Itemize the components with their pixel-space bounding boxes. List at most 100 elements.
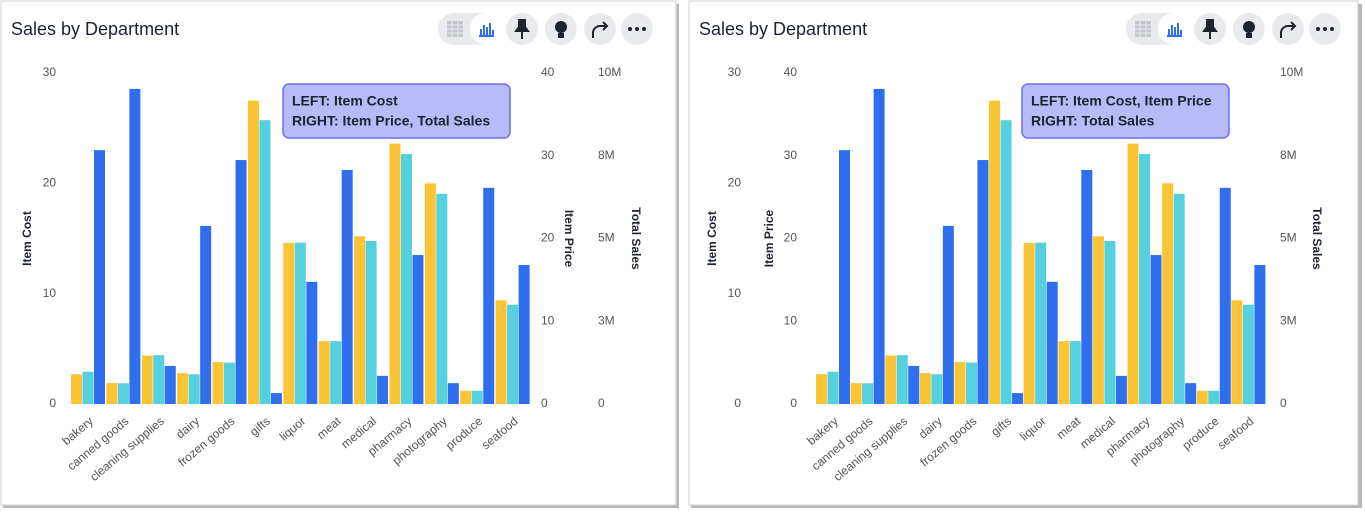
bar <box>153 355 165 404</box>
chart-title: Sales by Department <box>11 19 179 39</box>
bar <box>412 255 424 404</box>
bar <box>1035 242 1047 404</box>
bar <box>483 187 495 404</box>
bar <box>507 304 519 404</box>
bar <box>318 341 330 404</box>
bar <box>1069 341 1081 404</box>
bar <box>94 150 105 404</box>
y-tick-label: 10 <box>541 313 555 327</box>
bar <box>341 169 353 404</box>
y-tick-label: 3M <box>1280 313 1297 327</box>
axis-title: Item Price <box>562 210 576 268</box>
y-tick-label: 8M <box>598 148 615 162</box>
bar <box>283 242 295 404</box>
axis-title: Total Sales <box>1310 207 1324 270</box>
bar <box>129 88 141 404</box>
bar <box>460 390 472 404</box>
bar <box>1104 240 1116 404</box>
bar <box>1023 242 1035 404</box>
bar <box>117 383 129 404</box>
bar <box>400 154 412 404</box>
bar <box>965 362 977 404</box>
bar <box>816 374 827 404</box>
bar <box>200 225 212 404</box>
bar <box>977 160 989 404</box>
y-tick-label: 0 <box>598 396 605 410</box>
bar <box>177 373 189 404</box>
bar <box>1081 169 1093 404</box>
annotation-box <box>282 83 511 139</box>
y-tick-label: 10M <box>1280 65 1303 79</box>
axis-title: Item Cost <box>20 211 34 266</box>
annotation-text: RIGHT: Item Price, Total Sales <box>292 113 490 129</box>
bar <box>954 362 966 404</box>
y-tick-label: 5M <box>598 231 615 245</box>
bar <box>306 281 318 404</box>
y-tick-label: 30 <box>784 148 798 162</box>
bar <box>942 225 954 404</box>
axis-title: Item Cost <box>705 211 719 266</box>
bar <box>354 236 366 404</box>
bar <box>1208 390 1220 404</box>
bar <box>1046 281 1058 404</box>
bar <box>389 143 401 404</box>
annotation-text: RIGHT: Total Sales <box>1031 113 1155 129</box>
bar <box>235 160 247 404</box>
bar <box>71 374 82 404</box>
bar <box>224 362 236 404</box>
y-tick-label: 0 <box>734 396 741 410</box>
bar <box>330 341 342 404</box>
bar <box>294 242 306 404</box>
bar <box>377 375 389 404</box>
y-tick-label: 40 <box>541 65 555 79</box>
bar <box>1219 187 1231 404</box>
axis-title: Total Sales <box>629 207 643 270</box>
bar <box>908 365 920 404</box>
y-tick-label: 10 <box>784 313 798 327</box>
bar <box>1185 383 1197 404</box>
bar <box>247 100 259 404</box>
y-tick-label: 0 <box>790 396 797 410</box>
bar <box>1092 236 1104 404</box>
y-tick-label: 30 <box>541 148 555 162</box>
y-tick-label: 0 <box>541 396 548 410</box>
bar <box>365 240 377 404</box>
bar <box>827 371 839 404</box>
bar <box>259 120 271 404</box>
bar <box>1162 183 1174 404</box>
bar <box>989 100 1001 404</box>
bar <box>839 150 850 404</box>
bar <box>447 383 459 404</box>
y-tick-label: 20 <box>784 231 798 245</box>
bar <box>212 362 224 404</box>
y-tick-label: 30 <box>43 65 57 79</box>
y-tick-label: 40 <box>784 65 798 79</box>
bar <box>919 373 931 404</box>
bar <box>1115 375 1127 404</box>
y-tick-label: 10M <box>598 65 621 79</box>
bar <box>885 355 897 404</box>
bar <box>436 193 448 404</box>
bar <box>896 355 908 404</box>
y-tick-label: 20 <box>728 176 742 190</box>
annotation-box <box>1021 83 1230 139</box>
bar <box>1173 193 1185 404</box>
bar <box>873 88 885 404</box>
bar <box>1254 264 1266 404</box>
y-tick-label: 0 <box>49 396 56 410</box>
y-tick-label: 10 <box>43 286 57 300</box>
bar <box>1150 255 1162 404</box>
bar <box>1012 393 1024 404</box>
bar <box>495 300 507 404</box>
bar <box>270 393 282 404</box>
y-tick-label: 3M <box>598 313 615 327</box>
y-tick-label: 20 <box>43 176 57 190</box>
bar <box>106 383 118 404</box>
bar <box>1058 341 1070 404</box>
bar <box>1000 120 1012 404</box>
bar <box>1242 304 1254 404</box>
bar <box>850 383 862 404</box>
bar <box>141 355 153 404</box>
